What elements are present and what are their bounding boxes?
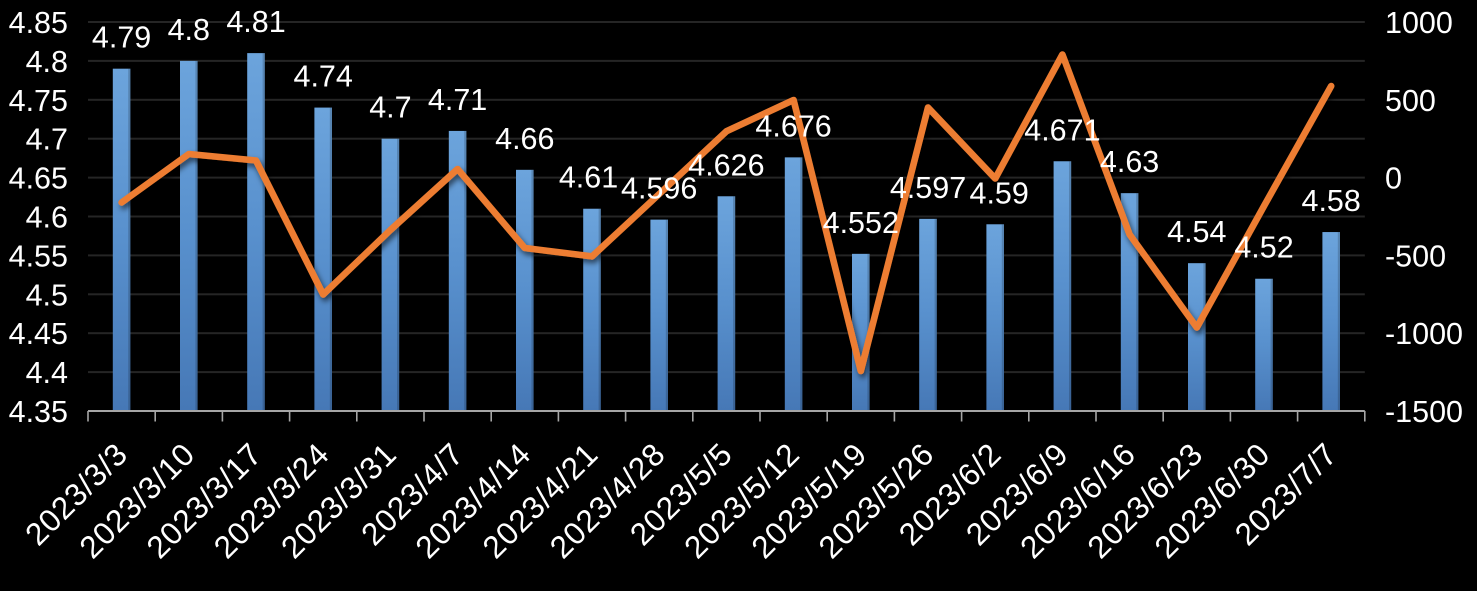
svg-text:4.35: 4.35 xyxy=(9,395,68,429)
svg-text:4.79: 4.79 xyxy=(92,21,151,55)
svg-text:-500: -500 xyxy=(1385,239,1446,273)
svg-text:4.74: 4.74 xyxy=(294,60,353,94)
svg-text:4.54: 4.54 xyxy=(1167,215,1226,249)
svg-text:4.75: 4.75 xyxy=(9,84,68,118)
svg-text:0: 0 xyxy=(1385,162,1402,196)
svg-text:4.671: 4.671 xyxy=(1024,113,1100,147)
svg-text:4.45: 4.45 xyxy=(9,317,68,351)
svg-text:4.626: 4.626 xyxy=(688,148,764,182)
svg-text:-1500: -1500 xyxy=(1385,395,1463,429)
svg-text:4.8: 4.8 xyxy=(168,13,210,47)
svg-text:4.7: 4.7 xyxy=(369,91,411,125)
svg-text:500: 500 xyxy=(1385,84,1436,118)
svg-text:4.85: 4.85 xyxy=(9,6,68,40)
svg-text:1000: 1000 xyxy=(1385,6,1453,40)
svg-text:-1000: -1000 xyxy=(1385,317,1463,351)
svg-text:4.63: 4.63 xyxy=(1100,145,1159,179)
svg-text:4.676: 4.676 xyxy=(755,109,831,143)
svg-text:4.6: 4.6 xyxy=(26,201,68,235)
svg-text:4.66: 4.66 xyxy=(495,122,554,156)
svg-text:4.52: 4.52 xyxy=(1234,231,1293,265)
svg-text:4.55: 4.55 xyxy=(9,239,68,273)
svg-text:4.8: 4.8 xyxy=(26,45,68,79)
svg-text:4.58: 4.58 xyxy=(1302,184,1361,218)
svg-text:4.5: 4.5 xyxy=(26,278,68,312)
svg-text:4.4: 4.4 xyxy=(26,356,68,390)
svg-text:4.59: 4.59 xyxy=(970,176,1029,210)
svg-text:4.7: 4.7 xyxy=(26,123,68,157)
svg-text:4.552: 4.552 xyxy=(823,206,899,240)
svg-text:4.81: 4.81 xyxy=(226,5,285,39)
svg-text:4.65: 4.65 xyxy=(9,162,68,196)
svg-text:4.596: 4.596 xyxy=(621,172,697,206)
svg-text:4.597: 4.597 xyxy=(890,171,966,205)
svg-text:4.61: 4.61 xyxy=(559,161,618,195)
svg-text:4.71: 4.71 xyxy=(428,83,487,117)
